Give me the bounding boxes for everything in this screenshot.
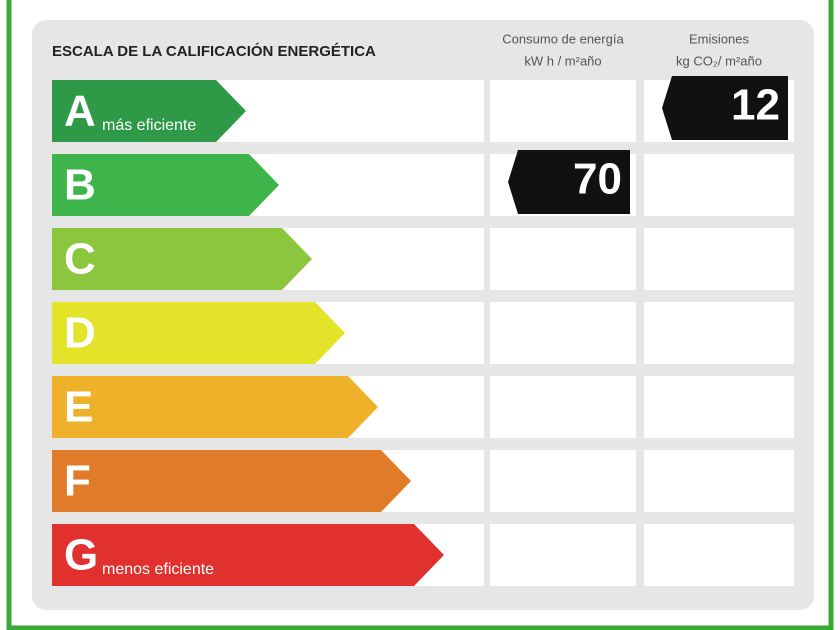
value-cell bbox=[644, 228, 794, 290]
value-cell bbox=[490, 524, 636, 586]
rating-letter: E bbox=[64, 383, 93, 432]
rating-letter: C bbox=[64, 235, 96, 284]
title: ESCALA DE LA CALIFICACIÓN ENERGÉTICA bbox=[52, 42, 376, 60]
value-cell bbox=[490, 302, 636, 364]
rating-label: más eficiente bbox=[102, 117, 196, 134]
value-cell bbox=[490, 80, 636, 142]
column-unit: kg CO₂/ m²año bbox=[676, 53, 762, 68]
rating-letter: G bbox=[64, 531, 98, 580]
value-cell bbox=[644, 450, 794, 512]
value-cell bbox=[644, 524, 794, 586]
column-title: Consumo de energía bbox=[502, 31, 624, 46]
value-cell bbox=[644, 302, 794, 364]
rating-arrow bbox=[52, 154, 279, 216]
column-unit: kW h / m²año bbox=[524, 53, 601, 68]
rating-label: menos eficiente bbox=[102, 561, 214, 578]
value-cell bbox=[490, 450, 636, 512]
rating-arrow bbox=[52, 228, 312, 290]
indicator-value: 70 bbox=[573, 155, 622, 204]
value-cell bbox=[490, 376, 636, 438]
rating-arrow bbox=[52, 524, 444, 586]
rating-letter: B bbox=[64, 161, 96, 210]
value-cell bbox=[490, 228, 636, 290]
frame bbox=[6, 0, 834, 630]
rating-arrow bbox=[52, 376, 378, 438]
rating-indicator bbox=[508, 150, 630, 214]
rating-indicator bbox=[662, 76, 788, 140]
rating-letter: D bbox=[64, 309, 96, 358]
value-cell bbox=[644, 154, 794, 216]
rating-arrow bbox=[52, 80, 246, 142]
rating-letter: A bbox=[64, 87, 96, 136]
value-cell bbox=[644, 376, 794, 438]
column-title: Emisiones bbox=[689, 31, 749, 46]
rating-arrow bbox=[52, 450, 411, 512]
indicator-value: 12 bbox=[731, 81, 780, 130]
rating-letter: F bbox=[64, 457, 91, 506]
rating-arrow bbox=[52, 302, 345, 364]
